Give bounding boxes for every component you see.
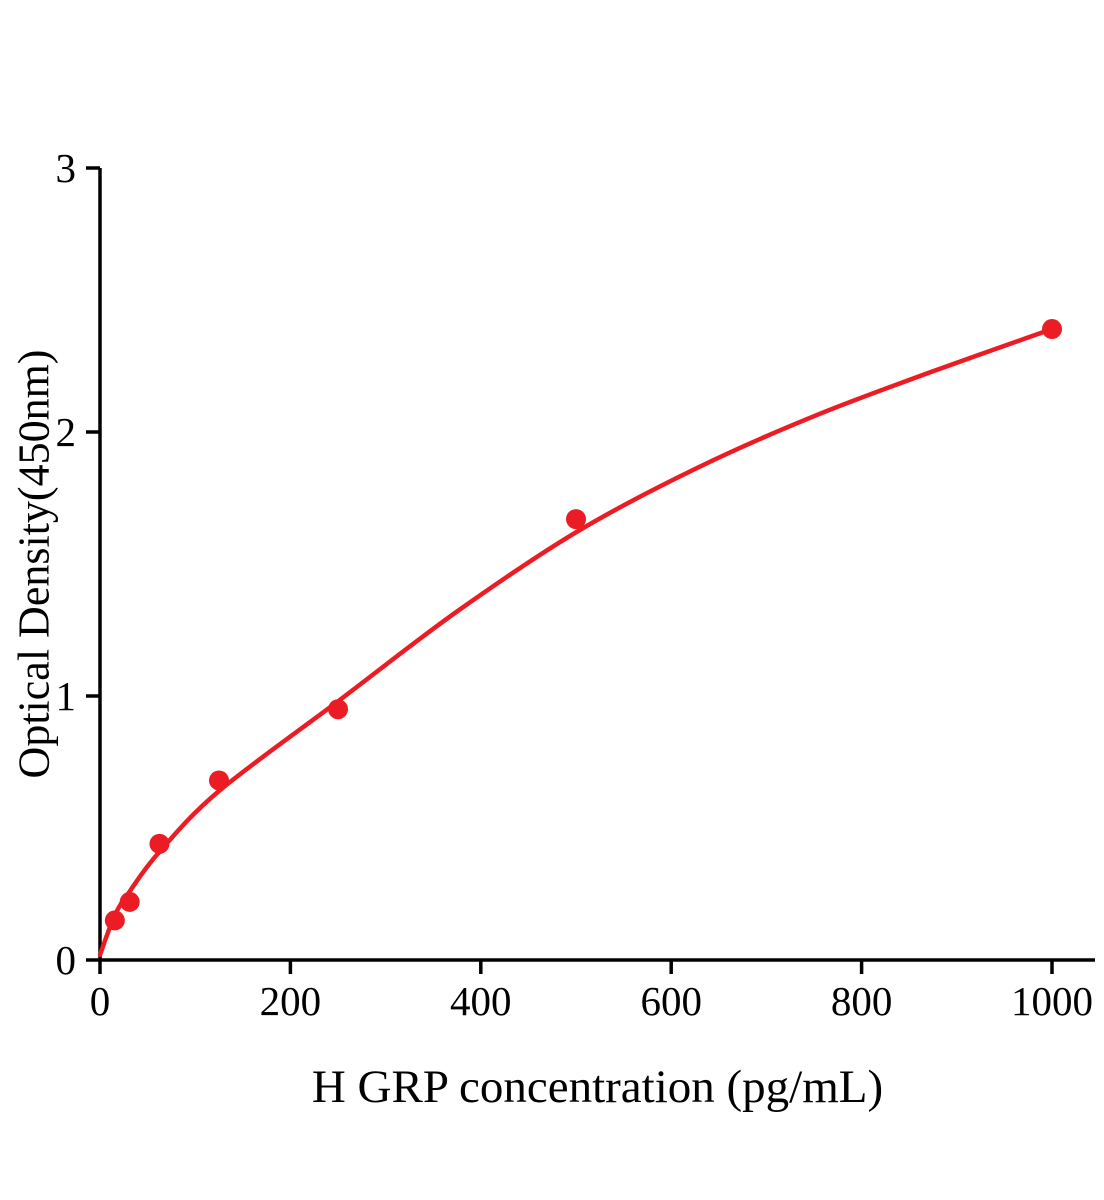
data-point	[566, 509, 586, 530]
x-tick-label: 400	[450, 978, 512, 1024]
data-point	[104, 910, 125, 931]
data-point	[209, 770, 229, 791]
y-tick-label: 0	[56, 937, 77, 983]
y-tick-label: 2	[56, 409, 77, 455]
y-tick-label: 1	[56, 673, 77, 719]
y-axis-label: Optical Density(450nm)	[9, 349, 59, 779]
fit-curve	[97, 326, 1055, 957]
y-tick-label: 3	[56, 145, 77, 191]
x-tick-label: 800	[831, 978, 893, 1024]
x-tick-label: 0	[90, 978, 111, 1024]
x-axis-label: H GRP concentration (pg/mL)	[311, 1061, 884, 1113]
x-tick-label: 1000	[1011, 978, 1093, 1024]
data-point	[328, 699, 348, 720]
data-point	[149, 833, 170, 854]
data-point	[1042, 319, 1062, 340]
x-tick-label: 200	[260, 978, 322, 1024]
x-tick-label: 600	[640, 978, 702, 1024]
data-point	[119, 891, 140, 912]
